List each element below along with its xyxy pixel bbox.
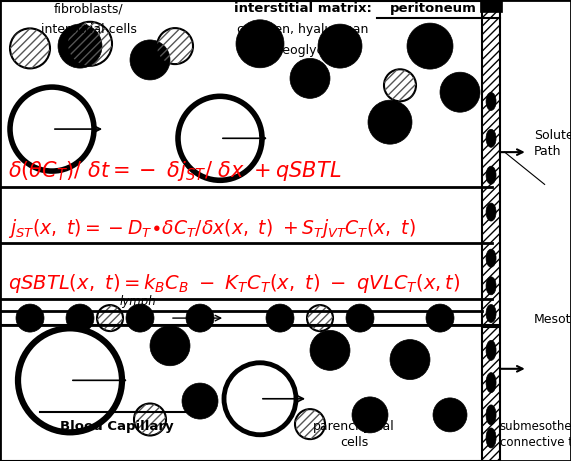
Circle shape bbox=[440, 72, 480, 112]
Text: connective tissue: connective tissue bbox=[500, 436, 571, 449]
Circle shape bbox=[426, 304, 454, 332]
Text: $\delta(\theta C_T)/\ \delta t = -\ \delta j_{ST}/\ \delta x\ +qSBTL$: $\delta(\theta C_T)/\ \delta t = -\ \del… bbox=[8, 159, 341, 183]
Circle shape bbox=[182, 383, 218, 419]
Bar bbox=[480, 0, 502, 12]
Circle shape bbox=[10, 29, 50, 68]
Text: cells: cells bbox=[340, 436, 368, 449]
Text: parenchymal: parenchymal bbox=[313, 420, 395, 432]
Text: Path: Path bbox=[534, 145, 561, 158]
Text: interstitial matrix:: interstitial matrix: bbox=[234, 2, 372, 15]
Ellipse shape bbox=[486, 428, 496, 448]
Ellipse shape bbox=[486, 166, 496, 184]
Circle shape bbox=[346, 304, 374, 332]
Circle shape bbox=[150, 326, 190, 366]
Circle shape bbox=[384, 69, 416, 101]
Circle shape bbox=[10, 87, 94, 171]
Circle shape bbox=[352, 397, 388, 433]
Circle shape bbox=[126, 304, 154, 332]
Circle shape bbox=[186, 304, 214, 332]
Text: $qSBTL(x,\ t) = k_B C_B\ -\ K_T C_T(x,\ t)\ -\ qVLC_T(x,t)$: $qSBTL(x,\ t) = k_B C_B\ -\ K_T C_T(x,\ … bbox=[8, 272, 460, 295]
Circle shape bbox=[18, 328, 122, 432]
Circle shape bbox=[134, 403, 166, 436]
Text: Mesothelium: Mesothelium bbox=[534, 313, 571, 326]
Text: $j_{ST}(x,\ t) = -D_T{\bullet}\delta C_T/\delta x(x,\ t)\ +S_T j_{VT} C_T(x,\ t): $j_{ST}(x,\ t) = -D_T{\bullet}\delta C_T… bbox=[8, 217, 416, 240]
Circle shape bbox=[310, 331, 350, 370]
Ellipse shape bbox=[486, 129, 496, 148]
Text: lymph: lymph bbox=[120, 295, 156, 308]
Circle shape bbox=[407, 23, 453, 69]
Circle shape bbox=[318, 24, 362, 68]
Circle shape bbox=[16, 304, 44, 332]
Circle shape bbox=[433, 398, 467, 432]
Text: peritoneum: peritoneum bbox=[390, 2, 477, 15]
Ellipse shape bbox=[486, 249, 496, 267]
Circle shape bbox=[58, 24, 102, 68]
Circle shape bbox=[290, 59, 330, 98]
Circle shape bbox=[295, 409, 325, 439]
Ellipse shape bbox=[486, 405, 496, 425]
Circle shape bbox=[236, 20, 284, 68]
Text: fibroblasts/: fibroblasts/ bbox=[54, 2, 123, 15]
Text: collagen, hyaluronan: collagen, hyaluronan bbox=[237, 23, 368, 36]
Circle shape bbox=[157, 28, 193, 64]
Text: interstitial cells: interstitial cells bbox=[41, 23, 136, 36]
Circle shape bbox=[178, 96, 262, 180]
Circle shape bbox=[66, 304, 94, 332]
Ellipse shape bbox=[486, 372, 496, 393]
Text: Solute: Solute bbox=[534, 129, 571, 142]
Circle shape bbox=[97, 305, 123, 331]
Ellipse shape bbox=[486, 92, 496, 111]
Text: Blood Capillary: Blood Capillary bbox=[61, 420, 174, 432]
Circle shape bbox=[390, 340, 430, 379]
Circle shape bbox=[368, 100, 412, 144]
Ellipse shape bbox=[486, 203, 496, 221]
Ellipse shape bbox=[486, 340, 496, 361]
Ellipse shape bbox=[486, 277, 496, 295]
Circle shape bbox=[266, 304, 294, 332]
Circle shape bbox=[130, 40, 170, 80]
Ellipse shape bbox=[486, 304, 496, 323]
Circle shape bbox=[224, 363, 296, 435]
Bar bbox=[482, 327, 500, 461]
Text: submesothelial: submesothelial bbox=[500, 420, 571, 432]
Text: proteoglycans: proteoglycans bbox=[258, 44, 347, 57]
Circle shape bbox=[68, 22, 112, 66]
Bar bbox=[482, 0, 500, 325]
Circle shape bbox=[307, 305, 333, 331]
